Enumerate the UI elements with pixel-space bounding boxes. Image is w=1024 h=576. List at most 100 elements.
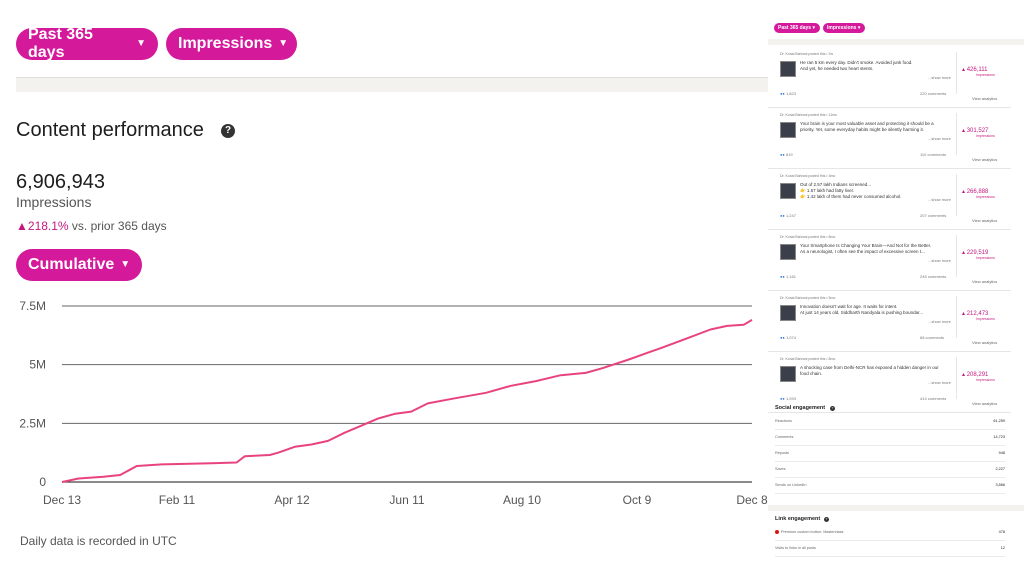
post-thumbnail[interactable]	[780, 366, 796, 382]
view-analytics-link[interactable]: View analytics	[972, 401, 998, 406]
view-analytics-link[interactable]: View analytics	[972, 218, 998, 223]
show-more-link[interactable]: ...show more	[928, 258, 951, 263]
cumulative-label: Cumulative	[28, 256, 115, 273]
question-circle-icon[interactable]: ?	[830, 406, 835, 411]
date-range-dropdown[interactable]: Past 365 days ▼	[16, 26, 158, 61]
post-card[interactable]: Dr. Kunal Bahrani posted this • 2w He ran…	[768, 48, 1011, 108]
post-impressions: ▴ 208,291	[962, 371, 988, 378]
top-posts-panel: Past 365 days ▾ Impressions ▾ Dr. Kunal …	[768, 0, 1024, 576]
post-impressions: ▴ 301,527	[962, 127, 988, 134]
question-circle-icon[interactable]: ?	[221, 124, 235, 138]
post-thumbnail[interactable]	[780, 122, 796, 138]
change-percent: 218.1%	[27, 219, 69, 233]
post-author: Dr. Kunal Bahrani posted this • 2w	[780, 52, 833, 56]
y-tick-label: 0	[39, 475, 46, 489]
post-impressions-value: 266,888	[966, 189, 989, 195]
date-range-dropdown-small[interactable]: Past 365 days ▾	[774, 23, 820, 33]
post-reactions[interactable]: ●● 1,074	[780, 335, 796, 340]
post-text: Innovation doesn't wait for age. It wait…	[800, 304, 950, 316]
post-comments[interactable]: 207 comments	[920, 213, 947, 218]
post-thumbnail[interactable]	[780, 305, 796, 321]
post-impressions-label: Impressions	[976, 256, 995, 260]
divider	[956, 235, 957, 277]
view-analytics-link[interactable]: View analytics	[972, 96, 998, 101]
post-line: priority. Yet, some everyday habits migh…	[800, 127, 924, 132]
metric-label: Reactions	[775, 419, 792, 423]
post-comments[interactable]: 220 comments	[920, 91, 947, 96]
metric-dropdown-small[interactable]: Impressions ▾	[823, 23, 865, 33]
post-thumbnail[interactable]	[780, 183, 796, 199]
social-metric-row: Comments 14,723	[775, 431, 1005, 446]
reaction-icons: ●●	[780, 335, 785, 340]
triangle-up-icon: ▲	[16, 219, 28, 233]
divider	[956, 52, 957, 94]
post-card[interactable]: Dr. Kunal Bahrani posted this • 8mo A sho…	[768, 353, 1011, 413]
post-thumbnail[interactable]	[780, 244, 796, 260]
social-metric-row: Reposts 948	[775, 447, 1005, 462]
impressions-line-chart: 0 2.5M 5M 7.5M Dec 13 Feb 11 Apr 12 Jun 11 Aug 1…	[19, 299, 768, 507]
post-card[interactable]: Dr. Kunal Bahrani posted this • 3mo Out o…	[768, 170, 1011, 230]
post-comments[interactable]: 414 comments	[920, 396, 947, 401]
show-more-link[interactable]: ...show more	[928, 136, 951, 141]
show-more-link[interactable]: ...show more	[928, 75, 951, 80]
metric-dropdown[interactable]: Impressions ▼	[166, 28, 297, 60]
post-comments[interactable]: 245 comments	[920, 274, 947, 279]
social-metric-row: Sends on LinkedIn 3,566	[775, 479, 1005, 494]
link-metric-row: Premium custom button: Masterclass 478	[775, 526, 1005, 541]
x-tick-label: Oct 9	[623, 493, 652, 507]
post-text: Out of 2.57 lakh Indians screened... 👉 1.…	[800, 182, 950, 200]
post-line: Out of 2.57 lakh Indians screened...	[800, 182, 872, 187]
metric-label-text: Visits to links in all posts	[775, 546, 816, 550]
post-impressions-label: Impressions	[976, 134, 995, 138]
view-analytics-link[interactable]: View analytics	[972, 279, 998, 284]
x-tick-label: Apr 12	[274, 493, 310, 507]
caret-down-icon: ▾	[812, 25, 815, 31]
date-range-label-small: Past 365 days	[778, 25, 812, 31]
triangle-up-icon: ▴	[962, 128, 967, 134]
content-performance-panel: Past 365 days ▼ Impressions ▼ Content pe…	[16, 26, 768, 548]
post-author: Dr. Kunal Bahrani posted this • 8mo	[780, 235, 836, 239]
view-analytics-link[interactable]: View analytics	[972, 157, 998, 162]
post-line: 👉 1.57 lakh had fatty liver.	[800, 188, 855, 193]
x-tick-label: Feb 11	[159, 493, 196, 507]
post-reactions[interactable]: ●● 1,093	[780, 396, 796, 401]
post-card[interactable]: Dr. Kunal Bahrani posted this • 5mo Innov…	[768, 292, 1011, 352]
post-comments[interactable]: 110 comments	[920, 152, 946, 157]
post-reactions[interactable]: ●● 1,181	[780, 274, 796, 279]
change-suffix: vs. prior 365 days	[68, 219, 167, 233]
x-tick-label: Dec 8	[736, 493, 768, 507]
triangle-up-icon: ▴	[962, 67, 967, 73]
post-line: food chain.	[800, 371, 823, 376]
caret-down-icon: ▼	[120, 259, 131, 270]
impressions-series-line	[61, 319, 753, 483]
post-reactions[interactable]: ●● 819	[780, 152, 793, 157]
divider	[956, 174, 957, 216]
page-title: Content performance	[16, 119, 204, 141]
show-more-link[interactable]: ...show more	[928, 380, 951, 385]
post-card[interactable]: Dr. Kunal Bahrani posted this • 8mo Your …	[768, 231, 1011, 291]
view-analytics-link[interactable]: View analytics	[972, 340, 998, 345]
reaction-count: 1,074	[785, 335, 796, 340]
show-more-link[interactable]: ...show more	[928, 197, 951, 202]
post-line: A shocking case from Delhi-NCR has expos…	[800, 365, 939, 370]
total-impressions-value: 6,906,943	[16, 171, 105, 193]
post-impressions-label: Impressions	[976, 73, 995, 77]
post-reactions[interactable]: ●● 1,247	[780, 213, 796, 218]
caret-down-icon: ▼	[136, 38, 146, 49]
cumulative-dropdown[interactable]: Cumulative ▼	[16, 249, 142, 281]
metric-value: 478	[998, 530, 1005, 534]
show-more-link[interactable]: ...show more	[928, 319, 951, 324]
post-impressions: ▴ 229,519	[962, 249, 988, 256]
post-reactions[interactable]: ●● 1,823	[780, 91, 796, 96]
y-tick-label: 7.5M	[19, 299, 46, 313]
y-tick-label: 5M	[29, 358, 46, 372]
post-card[interactable]: Dr. Kunal Bahrani posted this • 11mo Your…	[768, 109, 1011, 169]
post-thumbnail[interactable]	[780, 61, 796, 77]
post-comments[interactable]: 68 comments	[920, 335, 945, 340]
metric-label: Saves	[775, 467, 786, 471]
metric-label: Reposts	[775, 451, 789, 455]
triangle-up-icon: ▴	[962, 372, 967, 378]
divider	[956, 357, 957, 399]
question-circle-icon[interactable]: ?	[824, 517, 829, 522]
x-tick-label: Aug 10	[503, 493, 541, 507]
